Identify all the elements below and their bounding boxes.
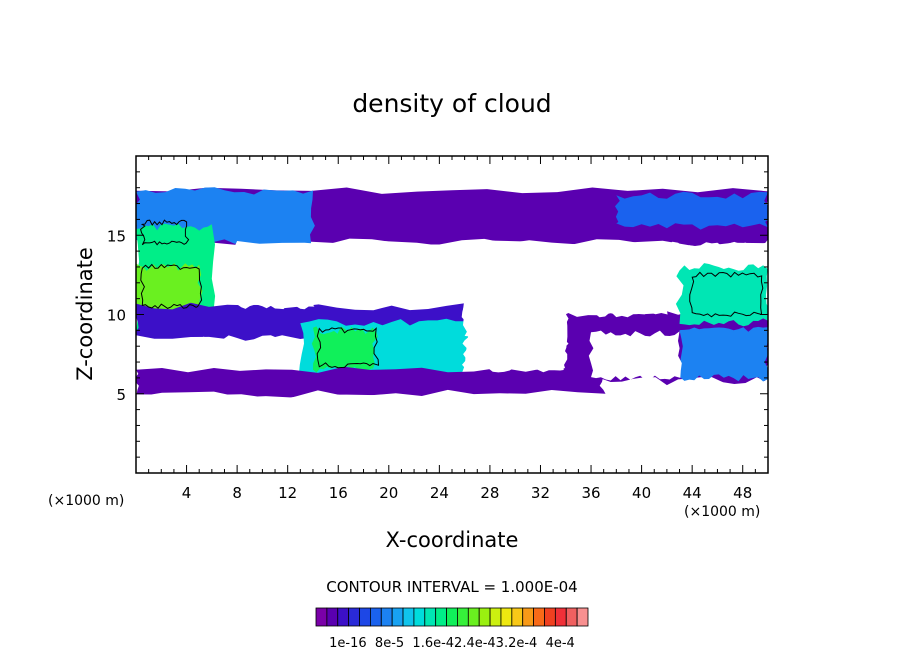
colorbar-swatch xyxy=(478,607,491,627)
gap-9 xyxy=(136,393,768,473)
x-tick-label: 40 xyxy=(632,484,651,502)
y-axis: 5 10 15 xyxy=(107,171,768,458)
colorbar-swatch xyxy=(326,607,339,627)
colorbar-swatch xyxy=(467,607,480,627)
colorbar-swatch xyxy=(348,607,360,627)
colorbar-swatch xyxy=(369,607,382,627)
gap-7 xyxy=(588,330,682,381)
contour-0 xyxy=(140,263,203,309)
x-tick-label: 4 xyxy=(182,484,192,502)
x-tick-label: 32 xyxy=(531,484,550,502)
region-right-cell xyxy=(675,263,768,327)
x-tick-label: 36 xyxy=(581,484,600,502)
colorbar-swatch xyxy=(424,607,437,627)
contour-3 xyxy=(140,219,190,246)
x-tick-label: 12 xyxy=(278,484,297,502)
region-mid-cell-core xyxy=(311,326,378,374)
colorbar-swatch xyxy=(511,607,524,627)
colorbar-swatch xyxy=(402,607,415,627)
x-tick-label: 8 xyxy=(232,484,242,502)
x-tick-label: 48 xyxy=(733,484,752,502)
colorbar-swatch xyxy=(565,607,578,627)
colorbar-swatch xyxy=(489,607,502,627)
colorbar-swatch xyxy=(457,607,469,627)
region-lower-band xyxy=(136,366,606,398)
gap-4 xyxy=(234,271,315,310)
colorbar-swatch xyxy=(337,607,350,627)
colorbar-swatch xyxy=(500,607,513,627)
colorbar-swatch xyxy=(554,607,567,627)
chart-title: density of cloud xyxy=(352,89,551,118)
y-tick-label: 10 xyxy=(107,307,126,325)
x-tick-label: 20 xyxy=(379,484,398,502)
region-left-core xyxy=(136,263,203,318)
y-axis-title: Z-coordinate xyxy=(73,247,97,381)
colorbar-swatch xyxy=(446,607,458,627)
gap-1 xyxy=(386,254,569,302)
region-upper-right-dense xyxy=(615,191,768,230)
contour-interval-note: CONTOUR INTERVAL = 1.000E-04 xyxy=(326,578,577,596)
x-unit-label-left: (×1000 m) xyxy=(48,493,124,509)
y-tick-label: 5 xyxy=(116,386,126,404)
colorbar-swatch xyxy=(359,607,371,627)
x-tick-label: 24 xyxy=(430,484,449,502)
plot-area xyxy=(135,155,769,474)
colorbar-swatch xyxy=(435,607,447,627)
x-tick-label: 28 xyxy=(480,484,499,502)
x-axis-title: X-coordinate xyxy=(386,528,519,552)
colorbar-swatch xyxy=(544,607,556,627)
colorbar xyxy=(315,607,589,627)
colorbar-swatch xyxy=(533,607,545,627)
colorbar-swatch xyxy=(391,607,404,627)
x-axis: 4 8 12 16 20 24 28 32 36 40 44 48 xyxy=(148,156,756,502)
gap-6 xyxy=(462,335,569,373)
contour-1 xyxy=(316,327,380,369)
colorbar-swatch xyxy=(522,607,534,627)
density-field xyxy=(136,187,768,398)
region-right-lower-cell xyxy=(679,326,768,382)
y-tick-label: 15 xyxy=(107,227,126,245)
colorbar-swatch xyxy=(576,607,589,627)
colorbar-swatch xyxy=(315,607,328,627)
gap-2 xyxy=(563,267,670,318)
colorbar-labels: 1e-16 8e-5 1.6e-42.4e-43.2e-4 4e-4 xyxy=(329,636,575,651)
colorbar-swatch xyxy=(413,607,426,627)
x-tick-label: 16 xyxy=(329,484,348,502)
gap-8 xyxy=(666,241,768,264)
x-unit-label-right: (×1000 m) xyxy=(684,504,760,520)
clear-air-gaps xyxy=(136,238,768,473)
gap-5 xyxy=(136,335,291,365)
gap-3 xyxy=(462,295,569,342)
colorbar-swatch xyxy=(380,607,393,627)
x-tick-label: 44 xyxy=(683,484,702,502)
